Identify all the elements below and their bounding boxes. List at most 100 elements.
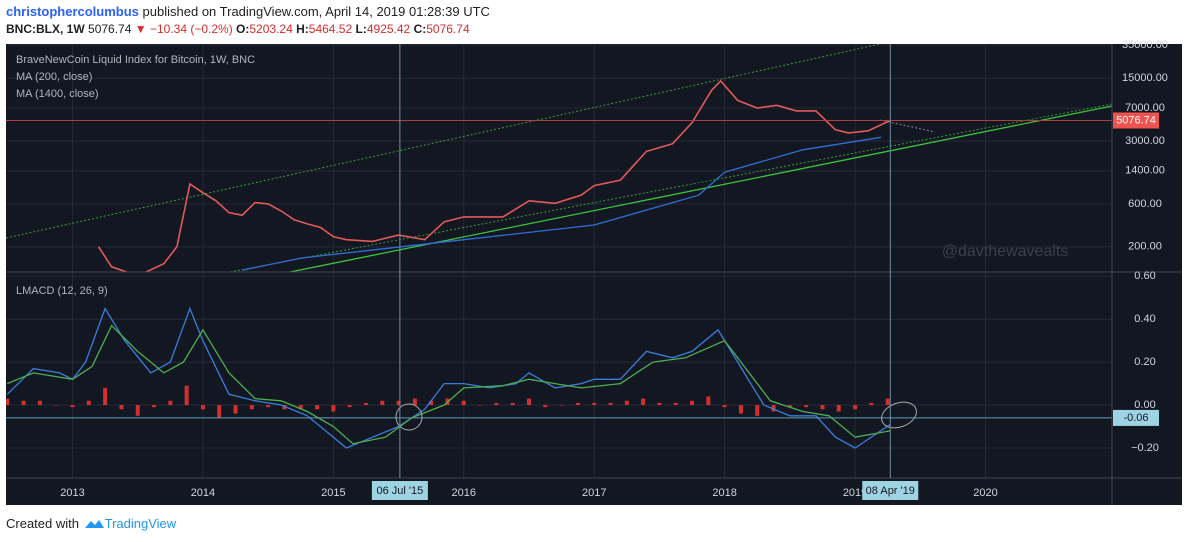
indicator-label: MA (200, close) (16, 71, 92, 83)
y-tick-label: −0.20 (1131, 442, 1159, 454)
change: ▼ −10.34 (−0.2%) (134, 22, 233, 36)
author[interactable]: christophercolumbus (6, 4, 139, 19)
histogram-bar (608, 402, 613, 406)
x-tick-label: 2020 (973, 487, 997, 499)
high: 5464.52 (308, 22, 353, 36)
pane-title: BraveNewCoin Liquid Index for Bitcoin, 1… (16, 54, 255, 66)
histogram-bar (836, 405, 841, 412)
y-tick-label: 35000.00 (1122, 40, 1168, 51)
x-tick-label: 2015 (321, 487, 345, 499)
histogram-bar (527, 398, 532, 406)
close: 5076.74 (426, 22, 470, 36)
histogram-bar (657, 402, 662, 406)
histogram-bar (559, 405, 564, 406)
last-value-box (1113, 409, 1159, 426)
chart: BraveNewCoin Liquid Index for Bitcoin, 1… (6, 40, 1182, 505)
histogram-bar (869, 402, 874, 406)
series-line (241, 136, 882, 271)
price-pane (6, 44, 1112, 272)
histogram-bar (200, 405, 205, 410)
histogram-bar (233, 405, 238, 414)
x-tick-label: 2019 (843, 487, 867, 499)
x-tick-label: 2018 (712, 487, 736, 499)
histogram-bar (37, 400, 42, 406)
histogram-bar (641, 398, 646, 406)
footer: Created with TradingView (6, 516, 176, 531)
y-tick-label: 7000.00 (1125, 102, 1165, 114)
y-tick-label: 0.40 (1134, 313, 1155, 325)
last-value-box (1113, 112, 1159, 129)
x-tick-label: 2014 (191, 487, 215, 499)
histogram-bar (738, 405, 743, 414)
histogram-bar (135, 405, 140, 416)
y-tick-label: 15000.00 (1122, 72, 1168, 84)
published: published on TradingView.com, April 14, … (142, 4, 490, 19)
grid (6, 272, 1112, 478)
marker-label: 06 Jul '15 (377, 485, 424, 497)
histogram-bar (184, 385, 189, 406)
header-line: christophercolumbus published on Trading… (6, 4, 490, 19)
x-tick-label: 2016 (452, 487, 476, 499)
last: 5076.74 (88, 22, 132, 36)
brand[interactable]: TradingView (104, 516, 177, 531)
histogram-bar (804, 405, 809, 408)
x-tick-label: 2013 (60, 487, 84, 499)
histogram-bar (885, 398, 890, 406)
logo (84, 520, 104, 528)
histogram-bar (820, 405, 825, 410)
last-value-label: -0.06 (1123, 412, 1148, 424)
y-tick-label: 200.00 (1128, 241, 1162, 253)
highlight (395, 403, 423, 431)
histogram-bar (282, 405, 287, 410)
histogram-bar (266, 405, 271, 408)
histogram-bar (690, 400, 695, 406)
o-label: O: (236, 22, 250, 36)
histogram-bar (168, 400, 173, 406)
marker-label: 08 Apr '19 (866, 485, 915, 497)
histogram-bar (347, 405, 352, 408)
histogram-bar (86, 400, 91, 406)
histogram-bar (624, 400, 629, 406)
histogram-bar (298, 405, 303, 410)
h-label: H: (296, 22, 309, 36)
histogram-bar (575, 402, 580, 406)
symbol: BNC:BLX, 1W (6, 22, 85, 36)
histogram-bar (217, 405, 222, 418)
marker-box (371, 481, 428, 500)
histogram-bar (396, 400, 401, 406)
histogram-bar (119, 405, 124, 410)
channel-line (6, 44, 881, 239)
grid (6, 44, 1112, 272)
histogram-bar (478, 405, 483, 406)
histogram-bar (315, 405, 320, 410)
histogram-bar (152, 405, 157, 408)
series-line (97, 79, 891, 272)
histogram-bar (543, 405, 548, 408)
histogram-bar (380, 400, 385, 406)
macd-pane (6, 272, 1112, 478)
histogram-bar (771, 405, 776, 412)
histogram-bar (331, 405, 336, 412)
histogram-bar (21, 400, 26, 406)
histogram-bar (103, 387, 108, 406)
histogram-bar (412, 398, 417, 406)
l-label: L: (355, 22, 367, 36)
y-tick-label: 0.20 (1134, 356, 1155, 368)
low: 4925.42 (366, 22, 411, 36)
marker-box (862, 481, 919, 500)
histogram-bar (363, 402, 368, 406)
highlight (881, 401, 917, 429)
pane-title: LMACD (12, 26, 9) (16, 285, 108, 297)
histogram-bar (787, 405, 792, 408)
y-tick-label: 3000.00 (1125, 135, 1165, 147)
y-tick-label: 0.00 (1134, 399, 1155, 411)
histogram-bar (673, 402, 678, 406)
c-label: C: (413, 22, 427, 36)
histogram-bar (706, 396, 711, 406)
histogram-bar (722, 405, 727, 408)
footer-text: Created with (6, 516, 79, 531)
histogram-bar (592, 402, 597, 406)
y-tick-label: 1400.00 (1125, 165, 1165, 177)
histogram-bar (461, 400, 466, 406)
